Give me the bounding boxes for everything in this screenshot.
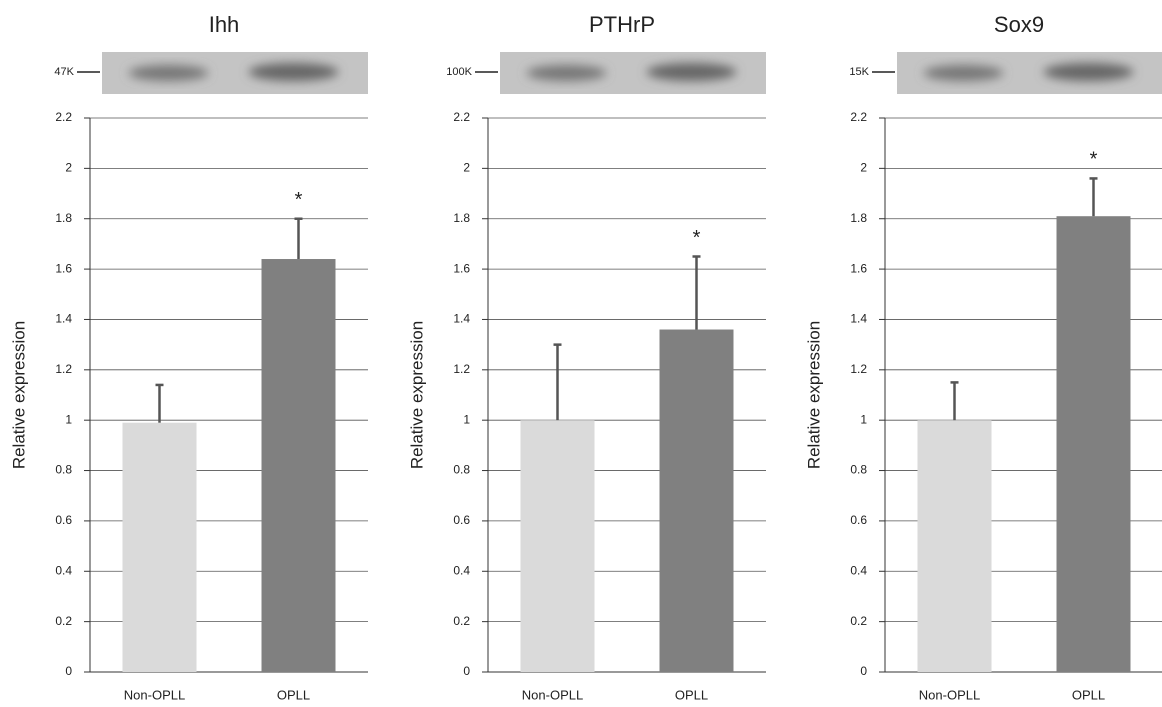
y-tick-label: 1.4	[850, 312, 867, 326]
y-tick-label: 0.6	[850, 513, 867, 527]
chart-title: PTHrP	[589, 12, 655, 37]
blot-band	[249, 63, 339, 81]
bar	[521, 420, 595, 672]
y-tick-label: 2	[65, 161, 72, 175]
significance-mark: *	[693, 227, 701, 249]
x-tick-label: OPLL	[277, 687, 310, 702]
bar	[123, 423, 197, 672]
y-tick-label: 0.8	[850, 463, 867, 477]
bar	[660, 330, 734, 672]
significance-mark: *	[1090, 149, 1098, 171]
y-tick-label: 2	[860, 161, 867, 175]
blot-label: 47K	[54, 66, 74, 78]
y-tick-label: 1	[463, 412, 470, 426]
y-tick-label: 0.2	[850, 614, 867, 628]
chart-title: Sox9	[994, 12, 1044, 37]
y-axis-label: Relative expression	[804, 321, 823, 469]
y-tick-label: 2.2	[55, 110, 72, 124]
y-tick-label: 0.6	[55, 513, 72, 527]
y-tick-label: 1.2	[850, 362, 867, 376]
bar	[1057, 216, 1131, 672]
y-tick-label: 0.4	[453, 563, 470, 577]
y-tick-label: 0	[463, 664, 470, 678]
y-tick-label: 1.8	[850, 211, 867, 225]
page: Ihh 47K Relative expression 0 0.2 0.4 0.6 0.8 1 1…	[0, 0, 1162, 707]
blot-band	[647, 63, 737, 81]
x-tick-label: OPLL	[675, 687, 708, 702]
figure: Ihh 47K Relative expression 0 0.2 0.4 0.6 0.8 1 1…	[0, 0, 1162, 707]
y-tick-label: 1	[65, 412, 72, 426]
blot-label: 100K	[446, 66, 472, 78]
blot-band	[129, 65, 209, 81]
y-tick-label: 1.4	[453, 312, 470, 326]
y-axis-label: Relative expression	[9, 321, 28, 469]
chart-title: Ihh	[209, 12, 240, 37]
significance-mark: *	[295, 189, 303, 211]
y-tick-label: 0.4	[850, 563, 867, 577]
y-axis-label: Relative expression	[407, 321, 426, 469]
y-tick-label: 1.8	[453, 211, 470, 225]
y-tick-label: 1.4	[55, 312, 72, 326]
blot-band	[527, 65, 607, 81]
y-tick-label: 0.4	[55, 563, 72, 577]
y-tick-label: 1.6	[453, 261, 470, 275]
y-tick-label: 0.2	[55, 614, 72, 628]
y-tick-label: 1.8	[55, 211, 72, 225]
blot-band	[924, 65, 1004, 81]
y-tick-label: 1.2	[453, 362, 470, 376]
y-tick-label: 2	[463, 161, 470, 175]
y-tick-label: 1.6	[55, 261, 72, 275]
bar	[918, 420, 992, 672]
y-tick-label: 0.8	[55, 463, 72, 477]
y-tick-label: 2.2	[850, 110, 867, 124]
bar	[262, 259, 336, 672]
y-tick-label: 0.8	[453, 463, 470, 477]
y-tick-label: 1.2	[55, 362, 72, 376]
blot-label: 15K	[849, 66, 869, 78]
x-tick-label: Non-OPLL	[124, 687, 185, 702]
x-tick-label: OPLL	[1072, 687, 1105, 702]
y-tick-label: 0	[65, 664, 72, 678]
y-tick-label: 0	[860, 664, 867, 678]
y-tick-label: 0.6	[453, 513, 470, 527]
x-tick-label: Non-OPLL	[919, 687, 980, 702]
y-tick-label: 2.2	[453, 110, 470, 124]
y-tick-label: 1	[860, 412, 867, 426]
y-tick-label: 0.2	[453, 614, 470, 628]
blot-band	[1044, 63, 1134, 81]
x-tick-label: Non-OPLL	[522, 687, 583, 702]
y-tick-label: 1.6	[850, 261, 867, 275]
